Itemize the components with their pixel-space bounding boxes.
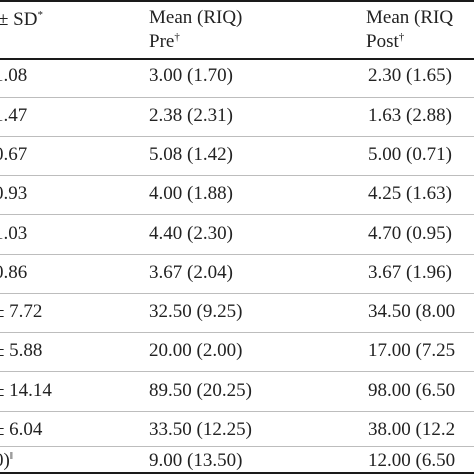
row-4-pre: 4.40 (2.30) — [149, 223, 233, 244]
row-divider — [0, 332, 474, 333]
row-10-post: 12.00 (6.50 — [368, 450, 456, 471]
row-divider — [0, 411, 474, 412]
row-9-sd: ± 6.04 — [0, 419, 43, 440]
row-divider — [0, 254, 474, 255]
row-3-sd: 0.93 — [0, 183, 28, 204]
row-7-post: 17.00 (7.25 — [368, 340, 456, 361]
row-divider — [0, 136, 474, 137]
row-8-pre: 89.50 (20.25) — [149, 380, 252, 401]
row-0-sd: 1.08 — [0, 65, 28, 86]
row-6-sd: ± 7.72 — [0, 301, 43, 322]
row-divider — [0, 175, 474, 176]
row-4-post: 4.70 (0.95) — [368, 223, 452, 244]
row-8-post: 98.00 (6.50 — [368, 380, 456, 401]
row-divider — [0, 97, 474, 98]
header-col2-line1: Mean (RIQ) — [149, 7, 243, 28]
row-2-sd: 0.67 — [0, 144, 28, 165]
row-7-pre: 20.00 (2.00) — [149, 340, 243, 361]
row-7-sd: ± 5.88 — [0, 340, 43, 361]
row-0-pre: 3.00 (1.70) — [149, 65, 233, 86]
row-1-pre: 2.38 (2.31) — [149, 105, 233, 126]
row-2-post: 5.00 (0.71) — [368, 144, 452, 165]
row-divider — [0, 371, 474, 372]
header-col2: Mean (RIQ) Pre† — [149, 6, 242, 54]
row-divider — [0, 293, 474, 294]
header-bottom-rule — [0, 58, 474, 60]
row-divider — [0, 446, 474, 447]
row-9-post: 38.00 (12.2 — [368, 419, 456, 440]
row-0-post: 2.30 (1.65) — [368, 65, 452, 86]
row-6-post: 34.50 (8.00 — [368, 301, 456, 322]
row-6-pre: 32.50 (9.25) — [149, 301, 243, 322]
table-bottom-rule — [0, 472, 474, 474]
header-col3: Mean (RIQ Post† — [366, 6, 453, 54]
row-9-pre: 33.50 (12.25) — [149, 419, 252, 440]
row-divider — [0, 214, 474, 215]
row-5-pre: 3.67 (2.04) — [149, 262, 233, 283]
header-col2-line2: Pre† — [149, 31, 180, 52]
row-5-post: 3.67 (1.96) — [368, 262, 452, 283]
row-1-post: 1.63 (2.88) — [368, 105, 452, 126]
row-8-sd: ± 14.14 — [0, 380, 52, 401]
row-3-post: 4.25 (1.63) — [368, 183, 452, 204]
header-col1: ± SD* — [0, 9, 43, 30]
row-2-pre: 5.08 (1.42) — [149, 144, 233, 165]
row-1-sd: 1.47 — [0, 105, 28, 126]
row-10-sd: 0)‖ — [0, 450, 13, 471]
row-4-sd: 1.03 — [0, 223, 28, 244]
header-col3-line2: Post† — [366, 31, 405, 52]
row-5-sd: 0.86 — [0, 262, 28, 283]
header-col3-line1: Mean (RIQ — [366, 7, 454, 28]
table-top-rule — [0, 0, 474, 2]
row-10-pre: 9.00 (13.50) — [149, 450, 243, 471]
row-3-pre: 4.00 (1.88) — [149, 183, 233, 204]
